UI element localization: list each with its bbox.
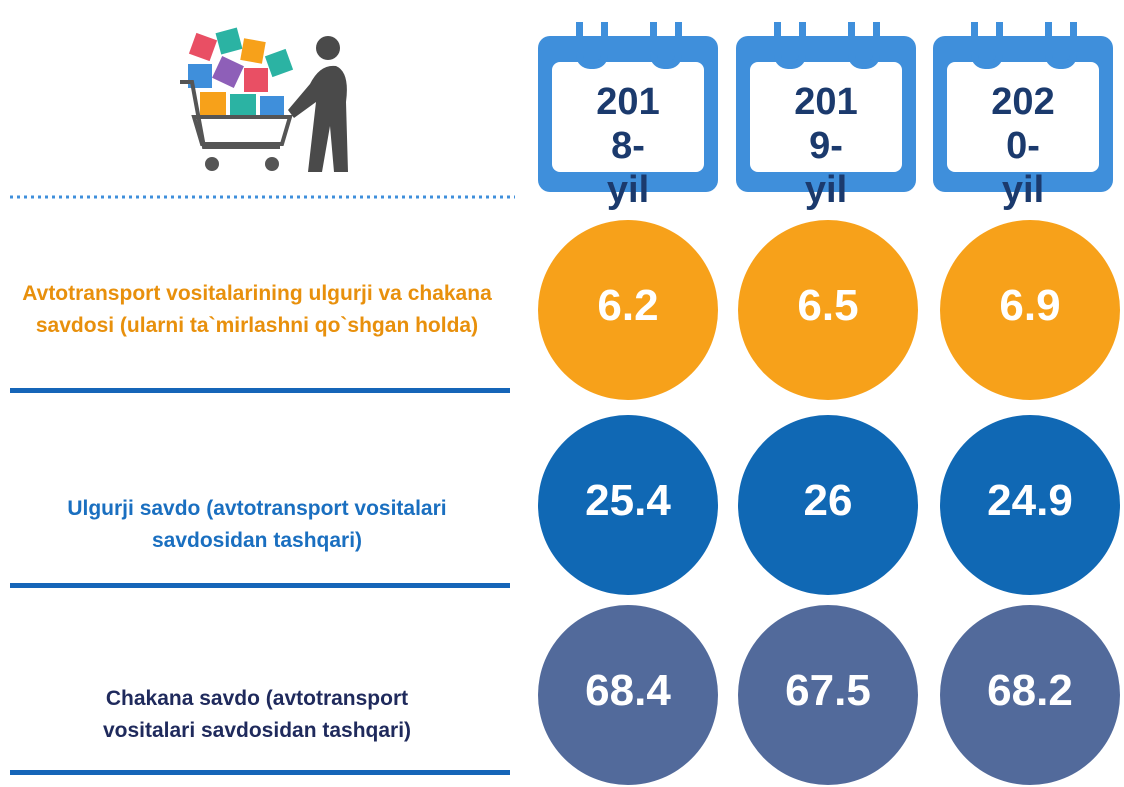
value-circle: 6.5 [738, 220, 918, 400]
calendar-ring [848, 22, 880, 69]
year-label: 2020-yil [947, 80, 1099, 212]
value-circle: 6.9 [940, 220, 1120, 400]
row-divider [10, 770, 510, 775]
value-text: 26 [804, 476, 853, 526]
value-circle: 67.5 [738, 605, 918, 785]
value-text: 68.2 [987, 666, 1073, 716]
row-divider [10, 388, 510, 393]
value-circle: 68.4 [538, 605, 718, 785]
value-circle: 6.2 [538, 220, 718, 400]
calendar-ring [650, 22, 682, 69]
row-label: Avtotransport vositalarining ulgurji va … [22, 278, 492, 342]
value-text: 6.2 [597, 281, 658, 331]
page: 2018-yil2019-yil2020-yilAvtotransport vo… [0, 0, 1124, 787]
calendar: 2019-yil [736, 22, 916, 192]
calendar: 2020-yil [933, 22, 1113, 192]
year-label: 2018-yil [552, 80, 704, 212]
value-text: 6.5 [797, 281, 858, 331]
dotted-divider [10, 194, 515, 200]
value-circle: 24.9 [940, 415, 1120, 595]
calendar-ring [576, 22, 608, 69]
row-divider [10, 583, 510, 588]
shopping-icon [170, 22, 370, 182]
value-text: 6.9 [999, 281, 1060, 331]
row-label: Chakana savdo (avtotransport vositalari … [22, 683, 492, 747]
value-circle: 25.4 [538, 415, 718, 595]
value-circle: 26 [738, 415, 918, 595]
calendar-ring [774, 22, 806, 69]
value-text: 67.5 [785, 666, 871, 716]
value-text: 25.4 [585, 476, 671, 526]
value-text: 24.9 [987, 476, 1073, 526]
value-circle: 68.2 [940, 605, 1120, 785]
row-label: Ulgurji savdo (avtotransport vositalari … [22, 493, 492, 557]
value-text: 68.4 [585, 666, 671, 716]
calendar: 2018-yil [538, 22, 718, 192]
calendar-ring [971, 22, 1003, 69]
year-label: 2019-yil [750, 80, 902, 212]
calendar-ring [1045, 22, 1077, 69]
